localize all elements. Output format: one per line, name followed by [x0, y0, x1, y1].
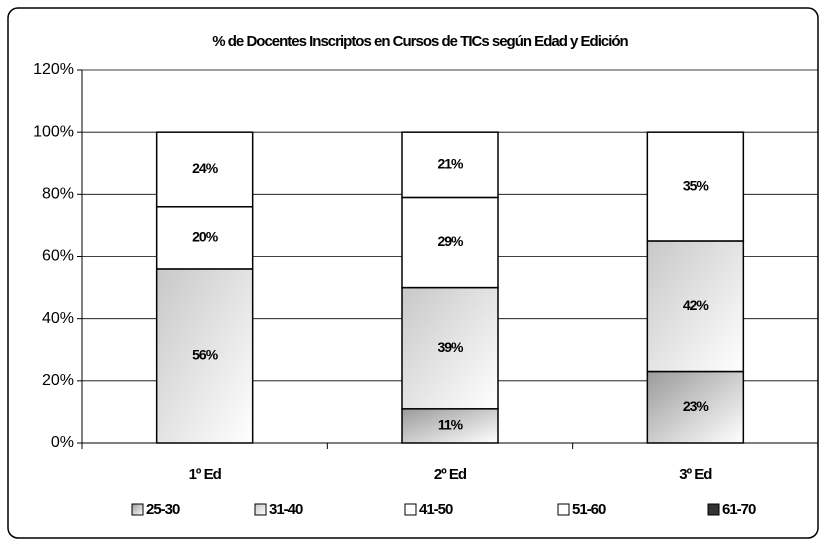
legend-label: 61-70 — [722, 501, 756, 518]
y-tick-label: 100% — [33, 123, 74, 140]
data-label: 21% — [437, 156, 464, 172]
chart-title: % de Docentes Inscriptos en Cursos de TI… — [212, 33, 628, 50]
y-tick-label: 20% — [42, 372, 74, 389]
bar-segment — [646, 370, 745, 444]
legend-label: 31-40 — [269, 501, 303, 518]
legend-swatch — [254, 503, 267, 516]
y-tick-label: 80% — [42, 186, 74, 203]
bar-segment — [401, 131, 499, 199]
bar-segment — [155, 268, 254, 444]
legend-label: 25-30 — [146, 501, 180, 518]
y-tick-label: 40% — [42, 310, 74, 327]
legend-swatch — [131, 503, 144, 516]
data-label: 56% — [192, 347, 219, 363]
legend-swatch — [404, 503, 417, 516]
legend-swatch — [557, 503, 570, 516]
data-label: 11% — [438, 417, 464, 433]
x-tick-label: 1º Ed — [189, 466, 222, 483]
bar-segment — [646, 131, 745, 242]
bar-segment — [155, 131, 254, 208]
bar-segment — [646, 240, 745, 373]
y-tick-label: 0% — [51, 434, 74, 451]
x-tick-label: 3º Ed — [679, 466, 712, 483]
data-label: 42% — [683, 297, 710, 313]
legend-swatch — [707, 503, 720, 516]
y-tick-label: 120% — [33, 61, 74, 78]
data-label: 20% — [192, 229, 219, 245]
data-label: 39% — [437, 339, 464, 355]
data-label: 23% — [683, 398, 710, 414]
bar-segment — [401, 286, 499, 410]
data-label: 35% — [683, 177, 710, 193]
legend-label: 51-60 — [572, 501, 606, 518]
data-label: 29% — [437, 233, 464, 249]
bar-segment — [401, 408, 499, 444]
y-tick-label: 60% — [42, 248, 74, 265]
data-label: 24% — [192, 160, 219, 176]
bar-segment — [401, 196, 499, 289]
x-tick-label: 2º Ed — [434, 466, 467, 483]
bar-segment — [155, 206, 254, 270]
legend-label: 41-50 — [419, 501, 453, 518]
